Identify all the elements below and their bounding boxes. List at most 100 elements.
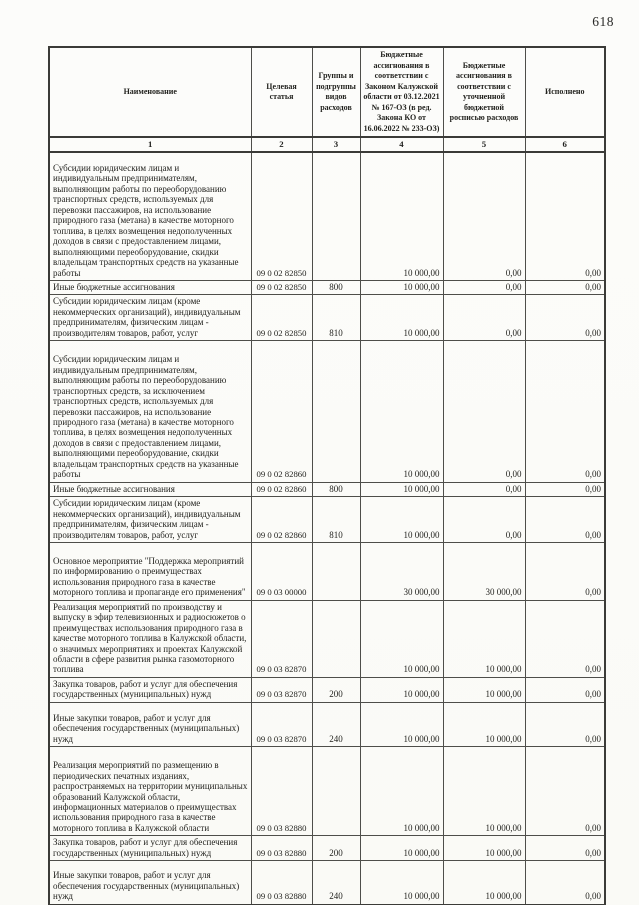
expense-group-cell: 800 [311, 279, 361, 296]
law-assignment-cell: 10 000,00 [359, 151, 444, 281]
table-row: Основное мероприятие "Поддержка мероприя… [48, 541, 606, 601]
target-article-cell: 09 0 02 82850 [250, 279, 313, 296]
row-name-cell: Реализация мероприятий по производству и… [48, 599, 252, 678]
expense-group-cell [311, 541, 361, 601]
expense-group-cell: 810 [311, 496, 361, 543]
expense-group-cell: 810 [311, 294, 361, 342]
row-name-cell: Иные закупки товаров, работ и услуг для … [48, 701, 252, 748]
table-row: Закупка товаров, работ и услуг для обесп… [48, 835, 606, 862]
target-article-cell: 09 0 02 82860 [250, 340, 313, 483]
expense-group-cell: 200 [311, 676, 361, 703]
column-number-6: 6 [524, 136, 606, 153]
table-row: Субсидии юридическим лицам и индивидуаль… [48, 340, 606, 483]
header-expense-groups: Группы и подгруппы видов расходов [311, 46, 361, 138]
updated-assignment-cell: 10 000,00 [442, 701, 526, 748]
row-name-cell: Субсидии юридическим лицам и индивидуаль… [48, 151, 252, 281]
table-row: Иные закупки товаров, работ и услуг для … [48, 860, 606, 905]
law-assignment-cell: 10 000,00 [359, 496, 444, 543]
column-number-row: 1 2 3 4 5 6 [48, 136, 606, 153]
expense-group-cell [311, 151, 361, 281]
row-name-cell: Реализация мероприятий по размещению в п… [48, 746, 252, 837]
table-body: Субсидии юридическим лицам и индивидуаль… [48, 151, 606, 905]
row-name-cell: Основное мероприятие "Поддержка мероприя… [48, 541, 252, 601]
updated-assignment-cell: 0,00 [442, 279, 526, 296]
expense-group-cell: 240 [311, 701, 361, 748]
header-assignments-updated: Бюджетные ассигнования в соответствии с … [442, 46, 526, 138]
target-article-cell: 09 0 03 82870 [250, 599, 313, 678]
target-article-cell: 09 0 03 82870 [250, 701, 313, 748]
executed-cell: 0,00 [524, 294, 606, 342]
executed-cell: 0,00 [524, 746, 606, 837]
row-name-cell: Иные закупки товаров, работ и услуг для … [48, 860, 252, 905]
expense-group-cell: 240 [311, 860, 361, 905]
page-number: 618 [592, 14, 614, 29]
executed-cell: 0,00 [524, 340, 606, 483]
updated-assignment-cell: 10 000,00 [442, 835, 526, 862]
updated-assignment-cell: 0,00 [442, 496, 526, 543]
updated-assignment-cell: 0,00 [442, 340, 526, 483]
law-assignment-cell: 10 000,00 [359, 599, 444, 678]
updated-assignment-cell: 0,00 [442, 481, 526, 498]
executed-cell: 0,00 [524, 279, 606, 296]
header-executed: Исполнено [524, 46, 606, 138]
updated-assignment-cell: 0,00 [442, 151, 526, 281]
expense-group-cell: 200 [311, 835, 361, 862]
updated-assignment-cell: 10 000,00 [442, 599, 526, 678]
expense-group-cell [311, 340, 361, 483]
expense-group-cell [311, 599, 361, 678]
law-assignment-cell: 10 000,00 [359, 279, 444, 296]
executed-cell: 0,00 [524, 599, 606, 678]
target-article-cell: 09 0 02 82850 [250, 151, 313, 281]
target-article-cell: 09 0 03 82880 [250, 746, 313, 837]
executed-cell: 0,00 [524, 676, 606, 703]
executed-cell: 0,00 [524, 860, 606, 905]
header-assignments-law: Бюджетные ассигнования в соответствии с … [359, 46, 444, 138]
budget-table: Наименование Целевая статья Группы и под… [48, 46, 606, 905]
law-assignment-cell: 10 000,00 [359, 340, 444, 483]
target-article-cell: 09 0 03 00000 [250, 541, 313, 601]
header-name: Наименование [48, 46, 252, 138]
law-assignment-cell: 10 000,00 [359, 481, 444, 498]
updated-assignment-cell: 0,00 [442, 294, 526, 342]
target-article-cell: 09 0 02 82860 [250, 496, 313, 543]
executed-cell: 0,00 [524, 481, 606, 498]
table-row: Иные закупки товаров, работ и услуг для … [48, 701, 606, 748]
target-article-cell: 09 0 03 82870 [250, 676, 313, 703]
table-row: Реализация мероприятий по производству и… [48, 599, 606, 678]
expense-group-cell: 800 [311, 481, 361, 498]
expense-group-cell [311, 746, 361, 837]
row-name-cell: Иные бюджетные ассигнования [48, 279, 252, 296]
executed-cell: 0,00 [524, 151, 606, 281]
target-article-cell: 09 0 03 82880 [250, 860, 313, 905]
executed-cell: 0,00 [524, 701, 606, 748]
column-number-2: 2 [250, 136, 313, 153]
executed-cell: 0,00 [524, 541, 606, 601]
column-number-1: 1 [48, 136, 252, 153]
law-assignment-cell: 30 000,00 [359, 541, 444, 601]
law-assignment-cell: 10 000,00 [359, 294, 444, 342]
table-row: Иные бюджетные ассигнования 09 0 02 8286… [48, 481, 606, 498]
column-number-4: 4 [359, 136, 444, 153]
column-number-5: 5 [442, 136, 526, 153]
table-row: Реализация мероприятий по размещению в п… [48, 746, 606, 837]
updated-assignment-cell: 30 000,00 [442, 541, 526, 601]
table-row: Субсидии юридическим лицам (кроме некомм… [48, 294, 606, 342]
updated-assignment-cell: 10 000,00 [442, 860, 526, 905]
executed-cell: 0,00 [524, 835, 606, 862]
law-assignment-cell: 10 000,00 [359, 676, 444, 703]
row-name-cell: Субсидии юридическим лицам (кроме некомм… [48, 294, 252, 342]
row-name-cell: Субсидии юридическим лицам (кроме некомм… [48, 496, 252, 543]
column-number-3: 3 [311, 136, 361, 153]
target-article-cell: 09 0 02 82850 [250, 294, 313, 342]
table-row: Закупка товаров, работ и услуг для обесп… [48, 676, 606, 703]
row-name-cell: Субсидии юридическим лицам и индивидуаль… [48, 340, 252, 483]
law-assignment-cell: 10 000,00 [359, 835, 444, 862]
updated-assignment-cell: 10 000,00 [442, 746, 526, 837]
executed-cell: 0,00 [524, 496, 606, 543]
header-target-article: Целевая статья [250, 46, 313, 138]
law-assignment-cell: 10 000,00 [359, 701, 444, 748]
table-row: Иные бюджетные ассигнования 09 0 02 8285… [48, 279, 606, 296]
row-name-cell: Закупка товаров, работ и услуг для обесп… [48, 835, 252, 862]
target-article-cell: 09 0 03 82880 [250, 835, 313, 862]
